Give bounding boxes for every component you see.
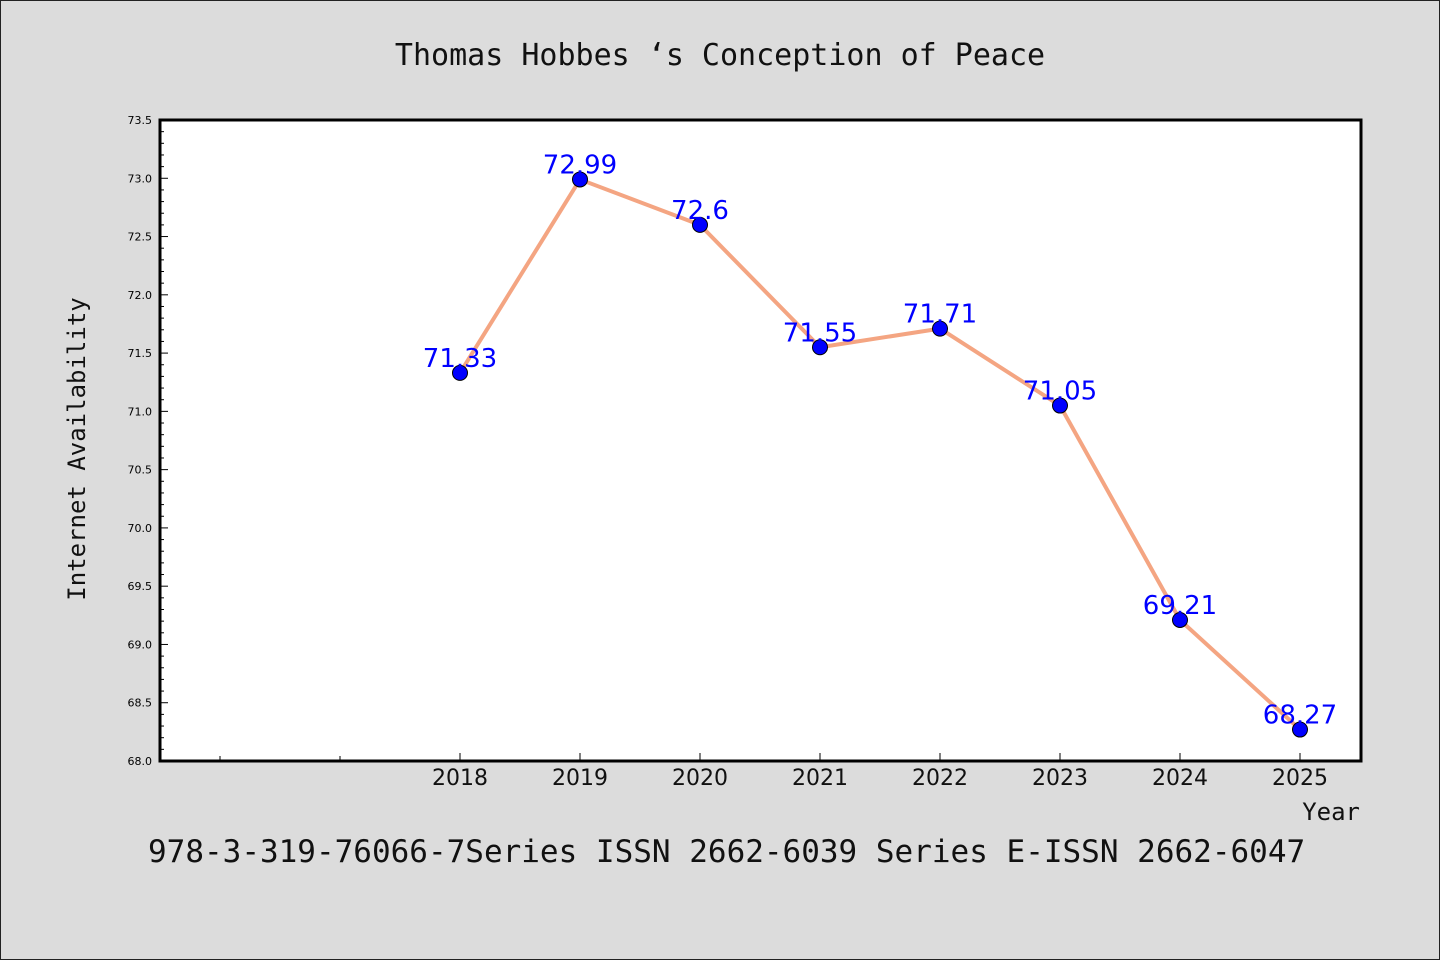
isbn-footer: 978-3-319-76066-7Series ISSN 2662-6039 S… bbox=[148, 834, 1306, 870]
data-point bbox=[452, 364, 468, 381]
y-axis: 68.0 68.5 69.0 69.5 70.0 70.5 71.0 71.5 72.0 72.5… bbox=[128, 114, 168, 768]
data-label: 71.05 bbox=[1023, 377, 1097, 407]
x-tick-label: 2020 bbox=[672, 766, 728, 791]
series-layer: 71.33 72.99 72.6 71.55 71.71 71.05 69.21 68.27 bbox=[423, 150, 1337, 738]
data-label: 71.55 bbox=[783, 318, 857, 348]
x-axis-label: Year bbox=[1302, 798, 1360, 826]
data-point bbox=[1172, 611, 1188, 628]
x-tick-label: 2022 bbox=[912, 766, 968, 791]
y-tick-label: 73.0 bbox=[128, 172, 153, 185]
x-tick-label: 2025 bbox=[1272, 766, 1328, 791]
y-tick-label: 69.5 bbox=[128, 580, 153, 593]
x-tick-label: 2018 bbox=[432, 766, 488, 791]
x-tick-label: 2019 bbox=[552, 766, 608, 791]
data-label: 71.33 bbox=[423, 344, 497, 374]
x-tick-label: 2024 bbox=[1152, 766, 1208, 791]
y-tick-label: 73.5 bbox=[128, 114, 153, 127]
y-tick-label: 69.0 bbox=[128, 638, 153, 651]
y-tick-label: 68.0 bbox=[128, 755, 153, 768]
y-tick-label: 68.5 bbox=[128, 697, 153, 710]
data-label: 68.27 bbox=[1263, 701, 1337, 731]
data-label: 69.21 bbox=[1143, 591, 1217, 621]
y-axis-label: Internet Availability bbox=[63, 297, 91, 600]
plot-area bbox=[158, 118, 1363, 763]
x-axis: 2018 2019 2020 2021 2022 2023 2024 2025 bbox=[219, 753, 1328, 791]
series-line bbox=[458, 177, 1302, 732]
data-point bbox=[812, 339, 828, 356]
y-tick-label: 70.5 bbox=[128, 464, 153, 477]
data-point bbox=[1052, 397, 1068, 414]
data-point bbox=[932, 320, 948, 337]
y-tick-label: 72.5 bbox=[128, 231, 153, 244]
x-tick-label: 2023 bbox=[1032, 766, 1088, 791]
x-tick-label: 2021 bbox=[792, 766, 848, 791]
data-label: 72.6 bbox=[671, 196, 729, 226]
data-label: 71.71 bbox=[903, 300, 977, 330]
data-point bbox=[572, 171, 588, 188]
data-point bbox=[692, 216, 708, 233]
chart-title: Thomas Hobbes ‘s Conception of Peace bbox=[394, 38, 1046, 73]
data-label: 72.99 bbox=[543, 150, 617, 180]
y-tick-label: 72.0 bbox=[128, 289, 153, 302]
data-point bbox=[1292, 721, 1308, 738]
y-tick-label: 71.5 bbox=[128, 347, 153, 360]
y-tick-label: 71.0 bbox=[128, 405, 153, 418]
y-tick-label: 70.0 bbox=[128, 522, 153, 535]
